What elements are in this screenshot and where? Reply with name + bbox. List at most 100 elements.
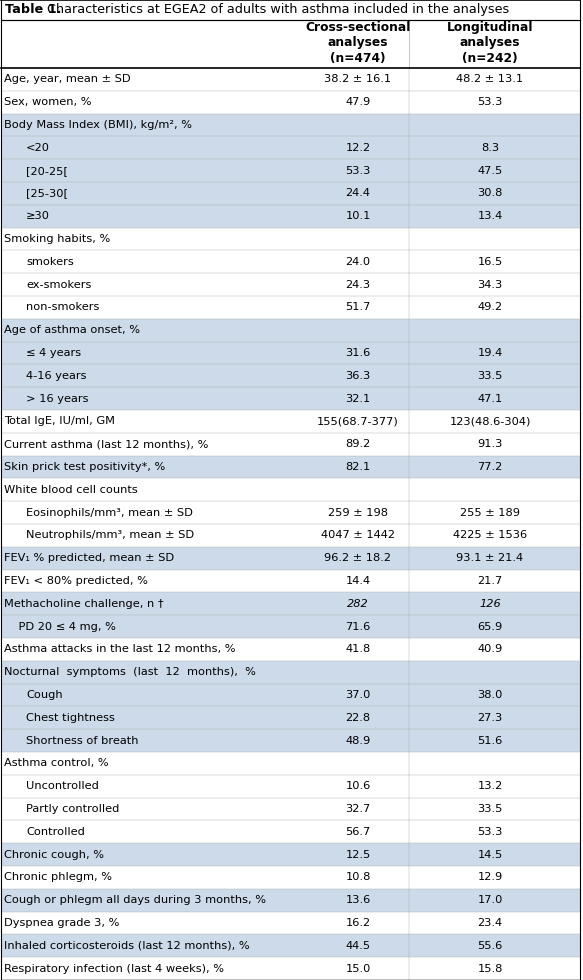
Text: Table 1.: Table 1.	[5, 4, 61, 17]
Bar	[1, 68, 580, 91]
Text: 33.5: 33.5	[477, 370, 503, 381]
Text: 155(68.7-377): 155(68.7-377)	[317, 416, 399, 426]
Text: 4-16 years: 4-16 years	[26, 370, 86, 381]
Text: 282: 282	[347, 599, 369, 609]
Text: 37.0: 37.0	[345, 690, 371, 700]
Bar	[1, 820, 580, 843]
Text: ex-smokers: ex-smokers	[26, 279, 92, 290]
Text: 17.0: 17.0	[477, 895, 503, 906]
Text: Chronic phlegm, %: Chronic phlegm, %	[4, 872, 112, 882]
Bar	[1, 136, 580, 159]
Bar	[1, 296, 580, 318]
Text: 13.2: 13.2	[477, 781, 503, 791]
Text: 126: 126	[479, 599, 501, 609]
Text: Cross-sectional
analyses
(n=474): Cross-sectional analyses (n=474)	[305, 21, 410, 65]
Text: [20-25[: [20-25[	[26, 166, 68, 175]
Text: 33.5: 33.5	[477, 804, 503, 814]
Bar	[1, 911, 580, 934]
Text: Longitudinal
analyses
(n=242): Longitudinal analyses (n=242)	[447, 21, 533, 65]
Bar	[1, 684, 580, 707]
Text: FEV₁ < 80% predicted, %: FEV₁ < 80% predicted, %	[4, 576, 148, 586]
Text: 38.0: 38.0	[477, 690, 503, 700]
Text: Uncontrolled: Uncontrolled	[26, 781, 99, 791]
Text: Cough: Cough	[26, 690, 62, 700]
Bar	[1, 798, 580, 820]
Text: 47.9: 47.9	[345, 97, 371, 107]
Text: PD 20 ≤ 4 mg, %: PD 20 ≤ 4 mg, %	[4, 621, 116, 631]
Text: 82.1: 82.1	[345, 462, 371, 472]
Bar	[1, 957, 580, 980]
Text: 89.2: 89.2	[345, 439, 371, 449]
Bar	[1, 524, 580, 547]
Text: 4047 ± 1442: 4047 ± 1442	[321, 530, 395, 540]
Text: 38.2 ± 16.1: 38.2 ± 16.1	[324, 74, 392, 84]
Text: 12.2: 12.2	[346, 143, 371, 153]
Text: Nocturnal  symptoms  (last  12  months),  %: Nocturnal symptoms (last 12 months), %	[4, 667, 256, 677]
Text: 71.6: 71.6	[345, 621, 371, 631]
Text: ≤ 4 years: ≤ 4 years	[26, 348, 81, 358]
Text: 14.5: 14.5	[477, 850, 503, 859]
Bar	[1, 638, 580, 661]
Bar	[1, 91, 580, 114]
Bar	[1, 501, 580, 524]
Text: 12.9: 12.9	[477, 872, 503, 882]
Bar	[1, 752, 580, 775]
Text: 10.1: 10.1	[345, 212, 371, 221]
Text: 48.2 ± 13.1: 48.2 ± 13.1	[456, 74, 524, 84]
Text: 32.7: 32.7	[345, 804, 371, 814]
Text: 16.5: 16.5	[477, 257, 503, 267]
Text: Eosinophils/mm³, mean ± SD: Eosinophils/mm³, mean ± SD	[26, 508, 193, 517]
Text: 10.6: 10.6	[345, 781, 371, 791]
Text: 15.8: 15.8	[477, 963, 503, 973]
Bar	[1, 182, 580, 205]
Text: 32.1: 32.1	[345, 394, 371, 404]
Bar	[1, 866, 580, 889]
Text: Body Mass Index (BMI), kg/m², %: Body Mass Index (BMI), kg/m², %	[4, 120, 192, 130]
Bar	[1, 934, 580, 957]
Text: Neutrophils/mm³, mean ± SD: Neutrophils/mm³, mean ± SD	[26, 530, 194, 540]
Text: 14.4: 14.4	[346, 576, 371, 586]
Text: 16.2: 16.2	[346, 918, 371, 928]
Bar	[1, 456, 580, 478]
Text: Sex, women, %: Sex, women, %	[4, 97, 92, 107]
Text: Controlled: Controlled	[26, 827, 85, 837]
Text: 49.2: 49.2	[477, 303, 503, 313]
Text: > 16 years: > 16 years	[26, 394, 89, 404]
Text: 13.4: 13.4	[477, 212, 503, 221]
Bar	[1, 843, 580, 866]
Bar	[1, 707, 580, 729]
Text: Asthma attacks in the last 12 months, %: Asthma attacks in the last 12 months, %	[4, 645, 236, 655]
Bar	[1, 20, 580, 68]
Text: 24.3: 24.3	[346, 279, 371, 290]
Text: Skin prick test positivity*, %: Skin prick test positivity*, %	[4, 462, 165, 472]
Bar	[1, 205, 580, 227]
Text: Partly controlled: Partly controlled	[26, 804, 120, 814]
Text: White blood cell counts: White blood cell counts	[4, 485, 138, 495]
Bar	[1, 775, 580, 798]
Text: ≥30: ≥30	[26, 212, 50, 221]
Text: Age, year, mean ± SD: Age, year, mean ± SD	[4, 74, 131, 84]
Text: 93.1 ± 21.4: 93.1 ± 21.4	[456, 553, 524, 563]
Text: Methacholine challenge, n †: Methacholine challenge, n †	[4, 599, 164, 609]
Bar	[1, 387, 580, 410]
Text: 56.7: 56.7	[345, 827, 371, 837]
Text: 53.3: 53.3	[477, 97, 503, 107]
Text: 8.3: 8.3	[481, 143, 499, 153]
Text: 30.8: 30.8	[477, 188, 503, 198]
Text: Inhaled corticosteroids (last 12 months), %: Inhaled corticosteroids (last 12 months)…	[4, 941, 250, 951]
Bar	[1, 478, 580, 501]
Text: 34.3: 34.3	[477, 279, 503, 290]
Text: Respiratory infection (last 4 weeks), %: Respiratory infection (last 4 weeks), %	[4, 963, 224, 973]
Bar	[1, 729, 580, 752]
Bar	[1, 114, 580, 136]
Text: 123(48.6-304): 123(48.6-304)	[449, 416, 531, 426]
Text: 255 ± 189: 255 ± 189	[460, 508, 520, 517]
Text: 96.2 ± 18.2: 96.2 ± 18.2	[325, 553, 392, 563]
Bar	[1, 159, 580, 182]
Text: 41.8: 41.8	[345, 645, 371, 655]
Text: 48.9: 48.9	[345, 736, 371, 746]
Text: 23.4: 23.4	[477, 918, 503, 928]
Text: Cough or phlegm all days during 3 months, %: Cough or phlegm all days during 3 months…	[4, 895, 266, 906]
Text: 31.6: 31.6	[345, 348, 371, 358]
Text: Chest tightness: Chest tightness	[26, 712, 115, 723]
